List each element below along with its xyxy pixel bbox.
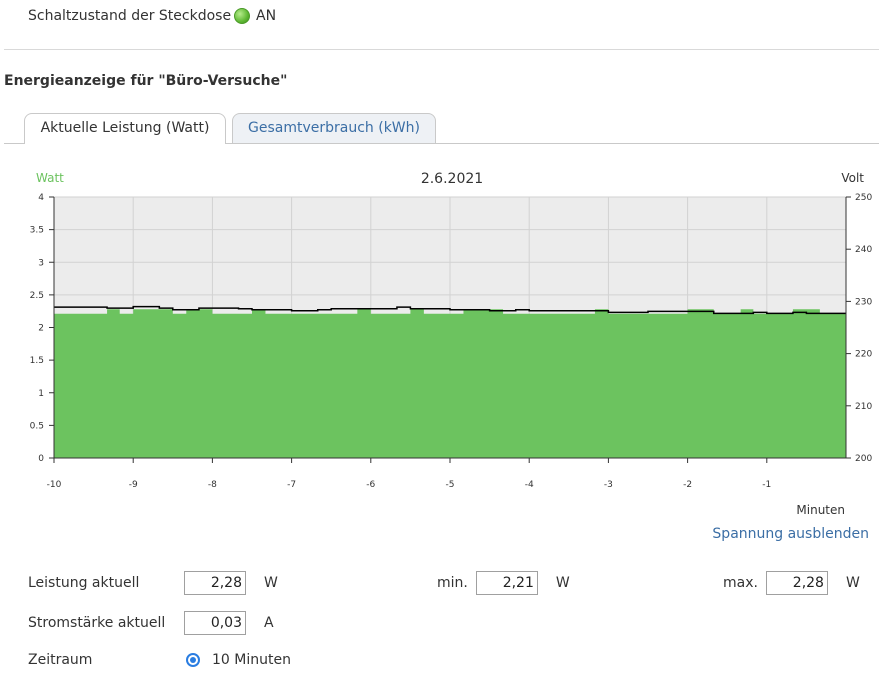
max-value-field[interactable]: 2,28 — [765, 571, 828, 595]
switch-state-value: AN — [256, 8, 277, 24]
y-right-tick-label: 240 — [855, 245, 872, 255]
max-label: max. — [723, 575, 758, 591]
y-axis-left-label: Watt — [36, 171, 64, 185]
x-tick-label: -9 — [129, 480, 138, 490]
switch-state-row: Schaltzustand der Steckdose AN — [28, 8, 276, 24]
period-radio[interactable] — [186, 653, 200, 667]
y-right-tick-label: 230 — [855, 297, 872, 307]
y-axis-right-label: Volt — [841, 171, 864, 185]
watt-area-series — [54, 309, 846, 458]
power-unit: W — [264, 575, 278, 591]
x-tick-label: -6 — [366, 480, 375, 490]
status-led-icon — [234, 8, 250, 24]
y-left-tick-label: 3 — [38, 258, 44, 268]
y-right-tick-label: 200 — [855, 454, 872, 464]
min-value-field[interactable]: 2,21 — [475, 571, 538, 595]
x-tick-label: -7 — [287, 480, 296, 490]
max-group: max. 2,28 W — [723, 571, 860, 595]
period-row: Zeitraum 10 Minuten — [28, 652, 291, 668]
y-right-tick-label: 210 — [855, 402, 872, 412]
period-label: Zeitraum — [28, 652, 93, 668]
y-left-tick-label: 4 — [38, 193, 44, 203]
power-value-field[interactable]: 2,28 — [184, 571, 246, 595]
divider — [4, 49, 879, 50]
current-unit: A — [264, 615, 274, 631]
current-label: Stromstärke aktuell — [28, 615, 166, 631]
current-value-field[interactable]: 0,03 — [184, 611, 246, 635]
x-tick-label: -8 — [208, 480, 217, 490]
y-left-tick-label: 1.5 — [30, 356, 44, 366]
y-left-tick-label: 3.5 — [30, 226, 44, 236]
switch-state-label: Schaltzustand der Steckdose — [28, 8, 232, 24]
y-left-tick-label: 1 — [38, 389, 44, 399]
toggle-voltage-link[interactable]: Spannung ausblenden — [712, 526, 869, 542]
x-tick-label: -4 — [525, 480, 534, 490]
power-label: Leistung aktuell — [28, 575, 140, 591]
y-left-tick-label: 2 — [38, 324, 44, 334]
y-right-tick-label: 250 — [855, 193, 872, 203]
y-left-tick-label: 2.5 — [30, 291, 44, 301]
y-left-tick-label: 0 — [38, 454, 44, 464]
period-option-label: 10 Minuten — [212, 652, 291, 668]
min-unit: W — [555, 575, 570, 591]
y-right-tick-label: 220 — [855, 350, 872, 360]
tab-current-power[interactable]: Aktuelle Leistung (Watt) — [24, 113, 226, 144]
power-row: Leistung aktuell 2,28 W — [28, 571, 278, 595]
tab-total-consumption[interactable]: Gesamtverbrauch (kWh) — [232, 113, 436, 143]
y-left-tick-label: 0.5 — [30, 421, 44, 431]
min-group: min. 2,21 W — [437, 571, 570, 595]
max-unit: W — [845, 575, 860, 591]
x-tick-label: -1 — [762, 480, 771, 490]
x-tick-label: -2 — [683, 480, 692, 490]
chart-title: 2.6.2021 — [421, 171, 483, 187]
x-tick-label: -5 — [446, 480, 455, 490]
radio-selected-dot — [190, 657, 196, 663]
power-chart: -10 -9 -8 -7 -6 -5 -4 -3 -2 -100.511.522.533.5420… — [30, 171, 873, 517]
section-title: Energieanzeige für "Büro-Versuche" — [4, 73, 288, 89]
current-row: Stromstärke aktuell 0,03 A — [28, 611, 274, 635]
x-axis-label: Minuten — [796, 503, 845, 517]
min-label: min. — [437, 575, 468, 591]
x-tick-label: -3 — [604, 480, 613, 490]
volt-line-series — [54, 305, 846, 315]
tab-bar: Aktuelle Leistung (Watt) Gesamtverbrauch… — [4, 113, 879, 144]
x-tick-label: -10 — [47, 480, 62, 490]
